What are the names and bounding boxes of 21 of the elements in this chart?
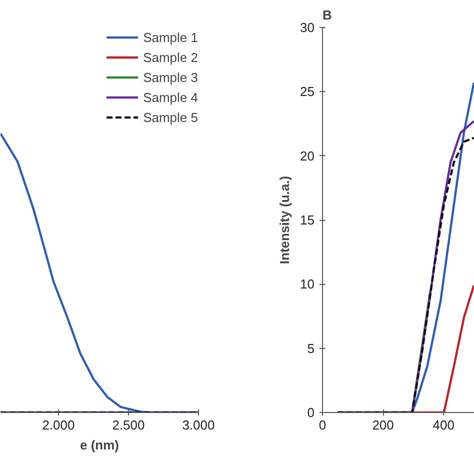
y-tick-label: 15	[300, 212, 315, 228]
y-tick-label: 20	[300, 148, 315, 164]
y-tick-label: 30	[300, 20, 315, 35]
x-tick-label: 200	[372, 418, 394, 432]
legend-label: Sample 1	[143, 28, 198, 46]
x-tick-label: 0	[318, 418, 326, 432]
x-tick-label: 400	[432, 418, 454, 432]
y-tick-label: 25	[300, 84, 315, 100]
x-tick-label: 2.000	[42, 418, 75, 432]
legend-label: Sample 3	[143, 68, 198, 86]
legend-label: Sample 5	[143, 108, 198, 126]
chart-title: B	[322, 8, 332, 22]
x-axis-title: e (nm)	[80, 438, 119, 452]
legend-label: Sample 4	[143, 88, 198, 106]
y-tick-label: 10	[300, 276, 315, 292]
y-axis-title: Intensity (u.a.)	[277, 176, 292, 264]
legend-label: Sample 2	[143, 48, 198, 66]
y-tick-label: 0	[307, 405, 315, 420]
x-tick-label: 2.500	[112, 418, 145, 432]
y-tick-label: 5	[307, 340, 315, 356]
x-tick-label: 3.000	[182, 418, 215, 432]
